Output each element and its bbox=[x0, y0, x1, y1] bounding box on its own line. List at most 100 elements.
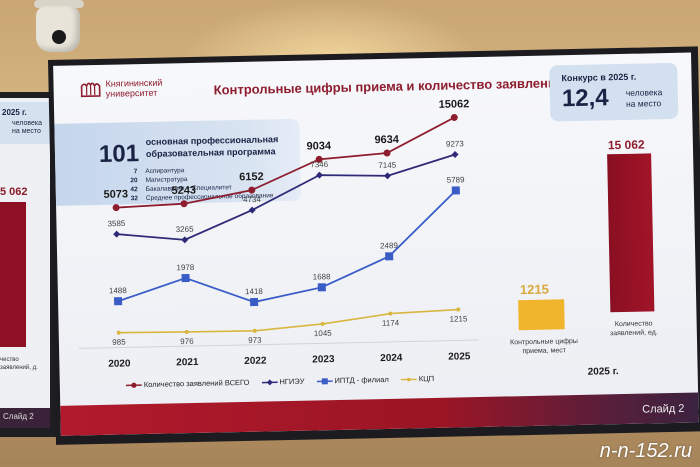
data-point-marker-icon bbox=[383, 149, 391, 157]
kcp-bar-value: 1215 bbox=[519, 281, 549, 298]
line-chart: 5073 5243 6152 9034 9634 15062 3585 3265 4734 734… bbox=[79, 98, 479, 370]
data-point-marker-icon bbox=[113, 230, 121, 238]
data-point-marker-icon bbox=[451, 186, 460, 195]
data-point-marker-icon bbox=[116, 330, 121, 335]
data-point-marker-icon bbox=[180, 200, 188, 208]
left-footer-band bbox=[0, 408, 50, 428]
data-point-marker-icon bbox=[384, 172, 391, 180]
data-point-marker-icon bbox=[317, 283, 326, 292]
legend-diamond-marker-icon bbox=[261, 378, 278, 385]
camera-mount bbox=[34, 0, 84, 8]
left-bar-caption: чество заявлений, д. bbox=[0, 357, 38, 371]
data-label: 5073 bbox=[103, 188, 128, 201]
data-label: 985 bbox=[112, 338, 126, 347]
data-point-marker-icon bbox=[450, 114, 458, 122]
data-label: 9034 bbox=[307, 140, 333, 153]
legend-item-total: Количество заявлений ВСЕГО bbox=[125, 378, 250, 390]
x-tick-label: 2025 bbox=[448, 351, 471, 362]
data-point-marker-icon bbox=[456, 307, 461, 312]
series-line bbox=[117, 189, 457, 303]
data-point-marker-icon bbox=[250, 297, 259, 307]
data-point-marker-icon bbox=[388, 311, 393, 316]
data-label: 1418 bbox=[245, 287, 264, 296]
kcp-bar-caption: Контрольные цифры приема, мест bbox=[510, 337, 578, 356]
camera-lens-icon bbox=[52, 30, 66, 44]
legend-item-iptd: ИПТД - филиал bbox=[316, 375, 389, 386]
left-bar bbox=[0, 202, 26, 347]
data-label: 5789 bbox=[447, 175, 466, 184]
left-konkurs-unit: человека на место bbox=[12, 120, 42, 136]
data-label: 3265 bbox=[176, 225, 195, 234]
series-line bbox=[116, 153, 456, 241]
left-bar-value: 5 062 bbox=[0, 186, 28, 198]
applications-bar-caption: Количество заявлений, ед. bbox=[609, 320, 658, 338]
legend-label: НГИЭУ bbox=[279, 376, 305, 387]
data-label: 1215 bbox=[450, 314, 469, 323]
left-konkurs-title: 2025 г. bbox=[2, 108, 27, 117]
data-label: 9273 bbox=[446, 139, 465, 148]
kcp-bar bbox=[518, 299, 565, 331]
data-point-marker-icon bbox=[248, 186, 256, 194]
legend-item-ngieu: НГИЭУ bbox=[261, 376, 305, 387]
university-logo: Княгининский университет bbox=[79, 78, 162, 100]
data-point-marker-icon bbox=[385, 252, 394, 261]
main-screen: Княгининский университет Контрольные циф… bbox=[48, 46, 700, 445]
data-point-marker-icon bbox=[320, 321, 325, 326]
x-tick-label: 2024 bbox=[380, 353, 403, 364]
legend-circle-marker-icon bbox=[125, 382, 142, 388]
legend-label: КЦП bbox=[418, 373, 435, 384]
data-label: 15062 bbox=[439, 98, 470, 111]
data-label: 976 bbox=[180, 337, 194, 346]
left-slide-number: Слайд 2 bbox=[3, 412, 34, 421]
left-konkurs-box bbox=[0, 102, 50, 144]
data-label: 1174 bbox=[382, 318, 400, 327]
data-point-marker-icon bbox=[181, 236, 189, 244]
data-point-marker-icon bbox=[315, 171, 323, 179]
legend-square-marker-icon bbox=[316, 377, 333, 384]
data-label: 3585 bbox=[107, 219, 126, 228]
watermark: n-n-152.ru bbox=[599, 440, 692, 462]
left-screen: 2025 г. человека на место 5 062 чество з… bbox=[0, 92, 56, 437]
data-point-marker-icon bbox=[248, 206, 256, 214]
data-label: 1978 bbox=[176, 263, 195, 272]
crown-icon bbox=[80, 82, 101, 98]
left-slide: 2025 г. человека на место 5 062 чество з… bbox=[0, 98, 50, 428]
camera-body bbox=[36, 6, 80, 52]
data-point-marker-icon bbox=[181, 273, 190, 283]
applications-bar-value: 15 062 bbox=[607, 137, 645, 153]
legend-item-kcp: КЦП bbox=[400, 373, 435, 384]
left-unit-line2: на место bbox=[12, 128, 41, 135]
chart-legend: Количество заявлений ВСЕГО НГИЭУ ИПТД - … bbox=[125, 373, 435, 390]
slide-number: Слайд 2 bbox=[642, 402, 685, 416]
applications-bar bbox=[607, 153, 655, 313]
x-axis bbox=[79, 339, 479, 349]
data-label: 973 bbox=[248, 336, 262, 345]
series-line bbox=[116, 116, 455, 209]
data-point-marker-icon bbox=[252, 328, 257, 333]
left-unit-line1: человека bbox=[12, 120, 43, 127]
data-point-marker-icon bbox=[184, 329, 189, 334]
data-point-marker-icon bbox=[451, 151, 459, 159]
data-label: 7145 bbox=[378, 161, 397, 170]
bars-year-label: 2025 г. bbox=[587, 366, 619, 378]
data-label: 1688 bbox=[313, 272, 332, 281]
data-label: 7346 bbox=[310, 160, 329, 169]
data-label: 5243 bbox=[171, 184, 196, 197]
x-tick-label: 2021 bbox=[176, 357, 199, 368]
x-tick-label: 2020 bbox=[108, 358, 131, 369]
x-tick-label: 2023 bbox=[312, 354, 335, 365]
data-label: 1488 bbox=[109, 286, 128, 295]
data-label: 4734 bbox=[243, 195, 262, 204]
slide: Княгининский университет Контрольные циф… bbox=[53, 52, 699, 436]
x-tick-label: 2022 bbox=[244, 355, 267, 366]
data-point-marker-icon bbox=[315, 155, 323, 163]
series-line bbox=[118, 308, 459, 334]
data-label: 1045 bbox=[314, 329, 333, 338]
data-label: 2489 bbox=[380, 241, 399, 250]
data-label: 6152 bbox=[239, 171, 264, 184]
ceiling-camera bbox=[34, 0, 84, 56]
data-point-marker-icon bbox=[113, 297, 123, 306]
legend-label: ИПТД - филиал bbox=[334, 374, 389, 386]
legend-dot-marker-icon bbox=[400, 377, 417, 381]
data-point-marker-icon bbox=[112, 204, 120, 212]
